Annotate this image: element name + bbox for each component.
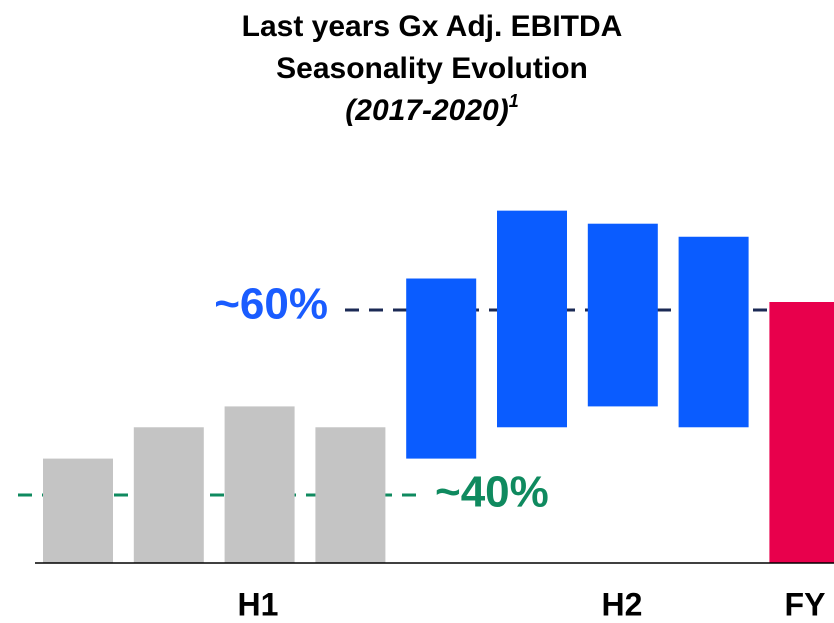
bar: [497, 210, 567, 428]
chart-subtitle: (2017-2020)1: [345, 91, 518, 127]
chart-title: Last years Gx Adj. EBITDA: [242, 10, 623, 43]
footnote-mark: 1: [509, 91, 519, 111]
annotation: ~60%: [214, 280, 328, 329]
bar: [43, 458, 113, 563]
bar: [678, 236, 749, 428]
group-label: H1: [238, 586, 279, 622]
bar: [769, 302, 834, 563]
bar: [133, 427, 204, 563]
bar: [224, 406, 295, 563]
group-label: H2: [602, 586, 643, 622]
group-label: FY: [785, 586, 826, 622]
bar: [315, 427, 386, 563]
chart-title: Seasonality Evolution: [276, 52, 588, 85]
bar: [587, 223, 658, 407]
bar: [406, 278, 477, 459]
subtitle-text: (2017-2020): [345, 94, 508, 127]
annotation: ~40%: [435, 468, 549, 517]
